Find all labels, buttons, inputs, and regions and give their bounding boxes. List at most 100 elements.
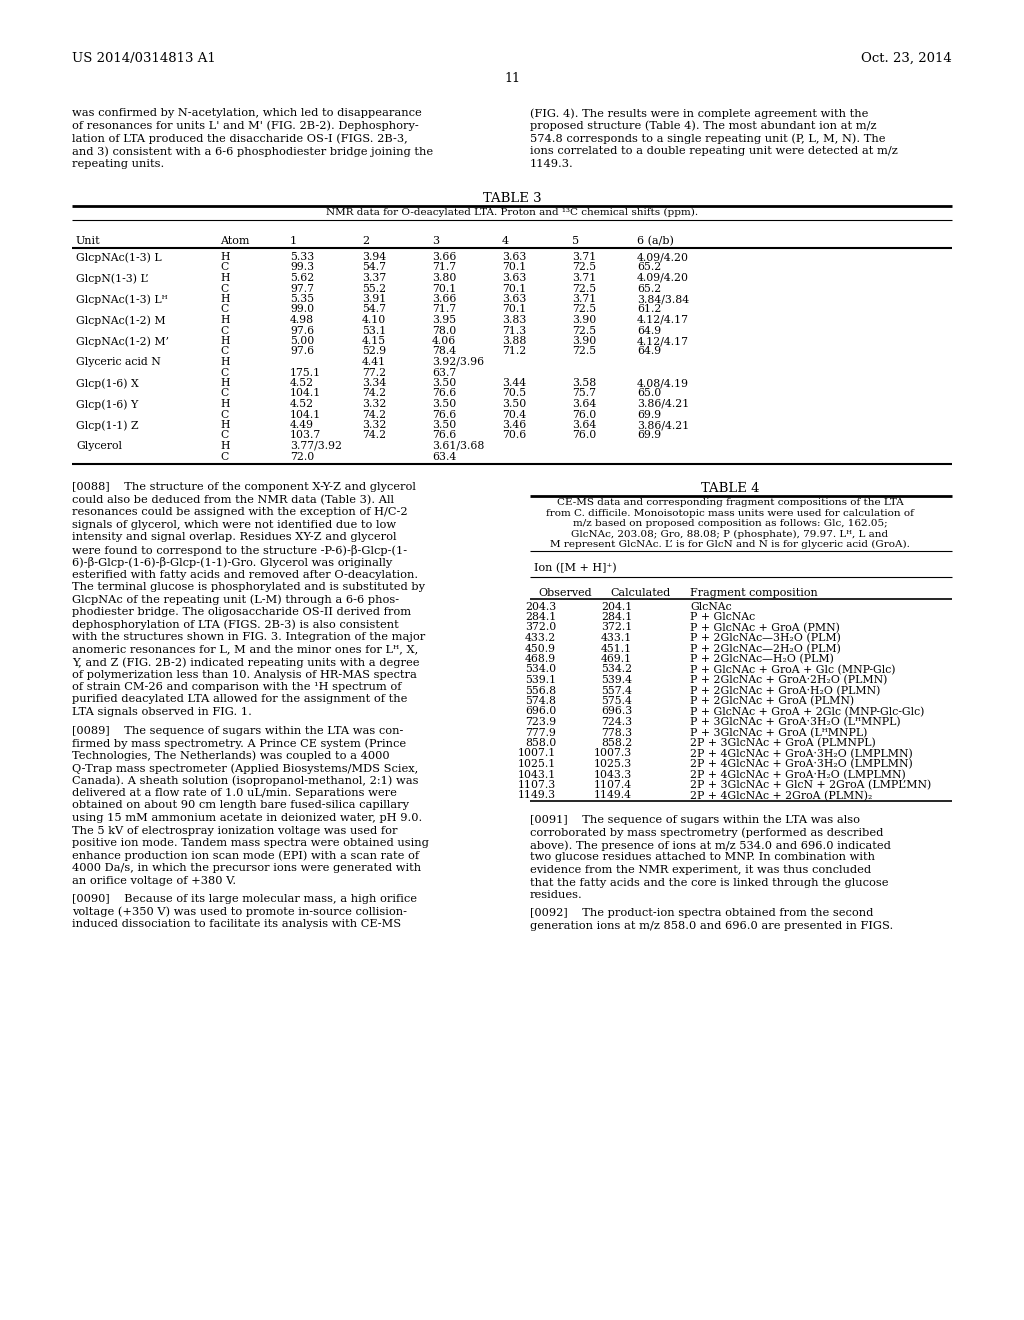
Text: P + 2GlcNAc—2H₂O (PLM): P + 2GlcNAc—2H₂O (PLM): [690, 644, 841, 653]
Text: ions correlated to a double repeating unit were detected at m/z: ions correlated to a double repeating un…: [530, 147, 898, 156]
Text: 3.88: 3.88: [502, 337, 526, 346]
Text: 1007.1: 1007.1: [518, 748, 556, 759]
Text: Glcp(1-6) Y: Glcp(1-6) Y: [76, 399, 138, 409]
Text: 3.66: 3.66: [432, 252, 457, 261]
Text: of strain CM-26 and comparison with the ¹H spectrum of: of strain CM-26 and comparison with the …: [72, 682, 401, 692]
Text: CE-MS data and corresponding fragment compositions of the LTA: CE-MS data and corresponding fragment co…: [557, 498, 903, 507]
Text: P + 2GlcNAc—H₂O (PLM): P + 2GlcNAc—H₂O (PLM): [690, 653, 834, 664]
Text: GlcpNAc(1-3) L: GlcpNAc(1-3) L: [76, 252, 162, 263]
Text: 97.7: 97.7: [290, 284, 314, 293]
Text: 3.64: 3.64: [572, 420, 596, 430]
Text: 2P + 3GlcNAc + GlcN + 2GroA (LMPL’MN): 2P + 3GlcNAc + GlcN + 2GroA (LMPL’MN): [690, 780, 931, 791]
Text: generation ions at m/z 858.0 and 696.0 are presented in FIGS.: generation ions at m/z 858.0 and 696.0 a…: [530, 921, 893, 931]
Text: 70.1: 70.1: [502, 263, 526, 272]
Text: Unit: Unit: [76, 236, 100, 246]
Text: 3.44: 3.44: [502, 378, 526, 388]
Text: 3.66: 3.66: [432, 294, 457, 304]
Text: (FIG. 4). The results were in complete agreement with the: (FIG. 4). The results were in complete a…: [530, 108, 868, 119]
Text: P + 2GlcNAc—3H₂O (PLM): P + 2GlcNAc—3H₂O (PLM): [690, 634, 841, 643]
Text: Q-Trap mass spectrometer (Applied Biosystems/MDS Sciex,: Q-Trap mass spectrometer (Applied Biosys…: [72, 763, 418, 774]
Text: 468.9: 468.9: [525, 653, 556, 664]
Text: 71.7: 71.7: [432, 305, 456, 314]
Text: 3.50: 3.50: [502, 399, 526, 409]
Text: 70.4: 70.4: [502, 409, 526, 420]
Text: H: H: [220, 399, 229, 409]
Text: GlcpNAc(1-2) M: GlcpNAc(1-2) M: [76, 315, 166, 326]
Text: induced dissociation to facilitate its analysis with CE-MS: induced dissociation to facilitate its a…: [72, 919, 401, 929]
Text: C: C: [220, 305, 228, 314]
Text: The 5 kV of electrospray ionization voltage was used for: The 5 kV of electrospray ionization volt…: [72, 825, 397, 836]
Text: 3.50: 3.50: [432, 378, 457, 388]
Text: H: H: [220, 337, 229, 346]
Text: 3.32: 3.32: [362, 420, 386, 430]
Text: M represent GlcNAc. L’ is for GlcN and N is for glyceric acid (GroA).: M represent GlcNAc. L’ is for GlcN and N…: [550, 540, 910, 549]
Text: 5.35: 5.35: [290, 294, 314, 304]
Text: 3.91: 3.91: [362, 294, 386, 304]
Text: US 2014/0314813 A1: US 2014/0314813 A1: [72, 51, 216, 65]
Text: 3.46: 3.46: [502, 420, 526, 430]
Text: esterified with fatty acids and removed after O-deacylation.: esterified with fatty acids and removed …: [72, 569, 418, 579]
Text: TABLE 3: TABLE 3: [482, 191, 542, 205]
Text: of resonances for units L' and M' (FIG. 2B-2). Dephosphory-: of resonances for units L' and M' (FIG. …: [72, 121, 419, 132]
Text: Observed: Observed: [538, 589, 592, 598]
Text: P + 3GlcNAc + GroA·3H₂O (LᴴMNPL): P + 3GlcNAc + GroA·3H₂O (LᴴMNPL): [690, 717, 901, 727]
Text: anomeric resonances for L, M and the minor ones for Lᴴ, X,: anomeric resonances for L, M and the min…: [72, 644, 418, 655]
Text: 3.71: 3.71: [572, 294, 596, 304]
Text: 3.90: 3.90: [572, 315, 596, 325]
Text: 76.6: 76.6: [432, 409, 457, 420]
Text: [0089]    The sequence of sugars within the LTA was con-: [0089] The sequence of sugars within the…: [72, 726, 403, 735]
Text: 99.0: 99.0: [290, 305, 314, 314]
Text: H: H: [220, 252, 229, 261]
Text: 3.94: 3.94: [362, 252, 386, 261]
Text: 3.83: 3.83: [502, 315, 526, 325]
Text: 723.9: 723.9: [525, 717, 556, 727]
Text: 4.09/4.20: 4.09/4.20: [637, 252, 689, 261]
Text: 3.61/3.68: 3.61/3.68: [432, 441, 484, 451]
Text: 72.5: 72.5: [572, 326, 596, 335]
Text: P + GlcNAc + GroA + Glc (MNP-Glc): P + GlcNAc + GroA + Glc (MNP-Glc): [690, 664, 896, 675]
Text: 72.5: 72.5: [572, 263, 596, 272]
Text: 71.2: 71.2: [502, 346, 526, 356]
Text: 65.2: 65.2: [637, 284, 662, 293]
Text: P + GlcNAc + GroA + 2Glc (MNP-Glc-Glc): P + GlcNAc + GroA + 2Glc (MNP-Glc-Glc): [690, 706, 925, 717]
Text: 72.0: 72.0: [290, 451, 314, 462]
Text: 777.9: 777.9: [525, 727, 556, 738]
Text: 4.09/4.20: 4.09/4.20: [637, 273, 689, 282]
Text: 1: 1: [290, 236, 297, 246]
Text: 372.1: 372.1: [601, 623, 632, 632]
Text: 3.71: 3.71: [572, 273, 596, 282]
Text: 5: 5: [572, 236, 580, 246]
Text: P + GlcNAc: P + GlcNAc: [690, 612, 755, 622]
Text: firmed by mass spectrometry. A Prince CE system (Prince: firmed by mass spectrometry. A Prince CE…: [72, 738, 407, 748]
Text: 1107.3: 1107.3: [518, 780, 556, 789]
Text: 70.5: 70.5: [502, 388, 526, 399]
Text: 11: 11: [504, 73, 520, 84]
Text: 97.6: 97.6: [290, 346, 314, 356]
Text: 64.9: 64.9: [637, 326, 662, 335]
Text: 76.0: 76.0: [572, 409, 596, 420]
Text: [0088]    The structure of the component X-Y-Z and glycerol: [0088] The structure of the component X-…: [72, 482, 416, 492]
Text: 556.8: 556.8: [525, 685, 556, 696]
Text: 2: 2: [362, 236, 369, 246]
Text: GlcpNAc of the repeating unit (L-M) through a 6-6 phos-: GlcpNAc of the repeating unit (L-M) thro…: [72, 594, 399, 605]
Text: 574.8: 574.8: [525, 696, 556, 706]
Text: 74.2: 74.2: [362, 388, 386, 399]
Text: 78.0: 78.0: [432, 326, 457, 335]
Text: LTA signals observed in FIG. 1.: LTA signals observed in FIG. 1.: [72, 708, 252, 717]
Text: 3.95: 3.95: [432, 315, 456, 325]
Text: P + GlcNAc + GroA (PMN): P + GlcNAc + GroA (PMN): [690, 623, 840, 632]
Text: TABLE 4: TABLE 4: [700, 482, 759, 495]
Text: 65.0: 65.0: [637, 388, 662, 399]
Text: 63.4: 63.4: [432, 451, 457, 462]
Text: signals of glycerol, which were not identified due to low: signals of glycerol, which were not iden…: [72, 520, 396, 529]
Text: NMR data for O-deacylated LTA. Proton and ¹³C chemical shifts (ppm).: NMR data for O-deacylated LTA. Proton an…: [326, 209, 698, 216]
Text: Glycerol: Glycerol: [76, 441, 122, 451]
Text: 3.84/3.84: 3.84/3.84: [637, 294, 689, 304]
Text: 4: 4: [502, 236, 509, 246]
Text: 469.1: 469.1: [601, 653, 632, 664]
Text: 5.00: 5.00: [290, 337, 314, 346]
Text: 2P + 4GlcNAc + 2GroA (PLMN)₂: 2P + 4GlcNAc + 2GroA (PLMN)₂: [690, 791, 872, 801]
Text: H: H: [220, 294, 229, 304]
Text: 76.6: 76.6: [432, 430, 457, 441]
Text: repeating units.: repeating units.: [72, 160, 164, 169]
